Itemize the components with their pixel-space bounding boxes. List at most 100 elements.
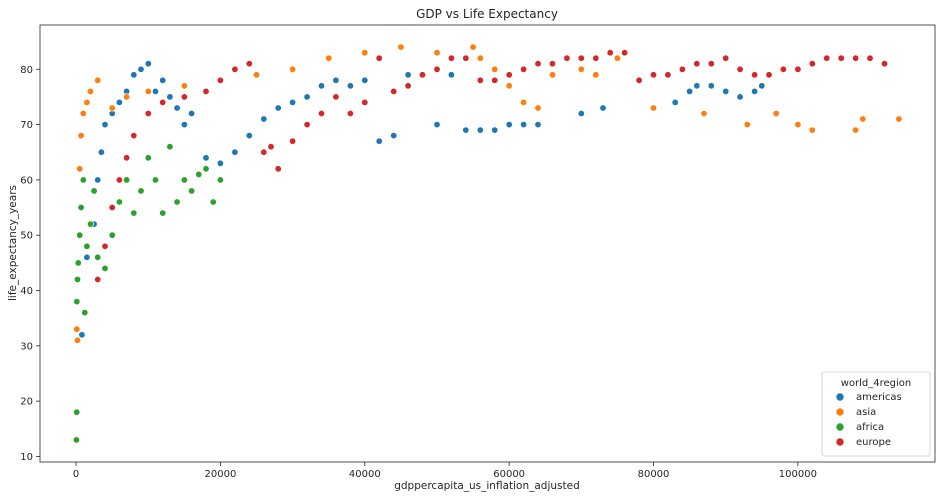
legend-label-americas: americas [856,392,902,403]
data-point-asia [144,87,152,95]
data-point-asia [87,87,95,95]
data-point-europe [520,65,528,73]
data-point-africa [137,187,145,195]
data-point-europe [852,54,860,62]
data-point-asia [700,110,708,118]
data-point-africa [108,231,116,239]
data-point-americas [115,98,123,106]
data-point-asia [491,65,499,73]
data-point-americas [577,110,585,118]
data-point-europe [823,54,831,62]
legend-marker-europe [835,437,845,447]
data-point-europe [693,60,701,68]
data-point-europe [534,60,542,68]
data-point-americas [166,93,174,101]
data-point-americas [433,121,441,129]
data-point-europe [108,204,116,212]
data-point-asia [476,54,484,62]
data-point-asia [613,54,621,62]
data-point-europe [267,143,275,151]
data-point-asia [180,82,188,90]
data-point-africa [216,176,224,184]
data-point-africa [73,298,81,306]
y-tick-label: 30 [20,341,33,352]
data-point-americas [260,115,268,123]
data-point-asia [397,43,405,51]
y-tick-label: 70 [20,120,33,131]
x-tick-label: 0 [73,469,79,480]
x-axis: 0 20000 40000 60000 80000 100000 [73,462,817,480]
data-point-africa [74,275,82,283]
data-point-europe [491,76,499,84]
data-point-europe [664,71,672,79]
data-point-africa [195,170,203,178]
data-point-americas [97,148,105,156]
data-point-asia [808,126,816,134]
data-point-europe [274,165,282,173]
y-axis: 10 20 30 40 50 60 70 80 [20,65,40,463]
x-tick-label: 80000 [638,469,670,480]
data-point-asia [108,104,116,112]
legend-label-asia: asia [856,407,876,418]
data-point-europe [180,93,188,101]
data-point-europe [880,60,888,68]
data-point-africa [130,209,138,217]
legend-marker-americas [835,392,845,402]
data-point-europe [159,98,167,106]
data-point-africa [94,253,102,261]
data-point-africa [81,309,89,317]
data-point-europe [123,154,131,162]
data-point-asia [73,325,81,333]
data-point-europe [130,132,138,140]
data-point-asia [253,71,261,79]
data-point-asia [772,110,780,118]
data-point-europe [794,65,802,73]
data-point-asia [592,71,600,79]
data-point-africa [152,176,160,184]
data-point-europe [606,49,614,57]
data-point-africa [87,220,95,228]
data-point-americas [599,104,607,112]
data-point-europe [779,65,787,73]
y-tick-label: 50 [20,231,33,242]
data-point-americas [152,87,160,95]
data-point-europe [289,137,297,145]
data-point-asia [289,65,297,73]
data-point-europe [94,275,102,283]
data-point-europe [707,60,715,68]
data-point-americas [78,331,86,339]
data-point-europe [390,87,398,95]
data-point-europe [751,71,759,79]
data-point-americas [462,126,470,134]
data-point-americas [159,76,167,84]
data-point-americas [686,87,694,95]
data-point-americas [130,71,138,79]
data-point-asia [577,65,585,73]
data-point-asia [505,82,513,90]
data-point-americas [245,132,253,140]
data-point-europe [418,71,426,79]
data-point-europe [837,54,845,62]
legend-marker-africa [835,422,845,432]
data-point-europe [476,76,484,84]
data-point-americas [520,121,528,129]
data-point-africa [144,154,152,162]
data-point-americas [693,82,701,90]
data-point-americas [361,76,369,84]
data-point-americas [375,137,383,145]
data-point-africa [72,436,80,444]
x-tick-label: 100000 [779,469,817,480]
x-axis-title: gdppercapita_us_inflation_adjusted [394,480,580,492]
legend-box [821,371,931,457]
y-tick-label: 40 [20,286,33,297]
data-point-europe [317,110,325,118]
data-point-americas [317,82,325,90]
data-point-americas [534,121,542,129]
data-point-africa [180,176,188,184]
data-point-europe [332,93,340,101]
data-point-asia [534,104,542,112]
data-point-africa [76,231,84,239]
y-tick-label: 60 [20,175,33,186]
data-point-africa [115,198,123,206]
